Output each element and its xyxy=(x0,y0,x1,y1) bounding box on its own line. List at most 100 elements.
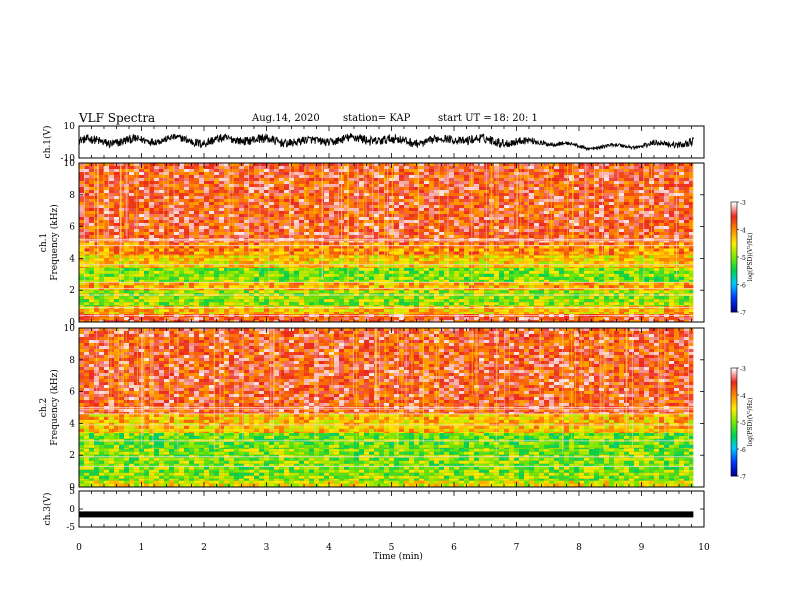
ch1-spectrogram-cell xyxy=(224,264,229,268)
ch1-spectrogram-cell xyxy=(439,279,444,283)
ch1-spectrogram-cell xyxy=(104,178,109,181)
ch1-spectrogram-cell xyxy=(479,169,484,172)
ch1-spectrogram-cell xyxy=(259,290,264,294)
ch1-spectrogram-cell xyxy=(609,242,614,246)
ch1-spectrogram-cell xyxy=(174,320,179,322)
ch1-spectrogram-cell xyxy=(579,270,584,274)
ch1-spectrogram-cell xyxy=(374,285,379,289)
ch1-spectrogram-cell xyxy=(659,273,664,277)
ch1-spectrogram-cell xyxy=(274,169,279,172)
ch1-spectrogram-cell xyxy=(344,169,349,172)
ch1-spectrogram-cell xyxy=(504,288,509,291)
ch1-spectrogram-cell xyxy=(474,299,479,303)
ch1-spectrogram-cell xyxy=(544,302,549,306)
ch1-spectrogram-cell xyxy=(419,302,424,306)
ch1-spectrogram-cell xyxy=(499,276,504,280)
ch1-spectrogram-cell xyxy=(209,296,214,300)
ch1-spectrogram-cell xyxy=(479,296,484,300)
ch1-spectrogram-cell xyxy=(534,251,539,255)
ch1-spectrogram-cell xyxy=(589,312,594,314)
ch1-spectrogram-cell xyxy=(414,254,419,256)
ch1-spectrogram-cell xyxy=(584,245,589,249)
ch1-spectrogram-cell xyxy=(169,187,174,190)
ch1-spectrogram-cell xyxy=(669,267,674,268)
ch1-spectrogram-cell xyxy=(594,309,599,313)
ch1-spectrogram-cell xyxy=(519,258,524,262)
ch1-spectrogram-cell xyxy=(509,261,514,265)
ch1-spectrogram-cell xyxy=(79,163,84,166)
ch1-spectrogram-cell xyxy=(519,267,524,271)
ch1-spectrogram-cell xyxy=(399,187,404,190)
ch1-spectrogram-cell xyxy=(529,267,534,271)
ch1-spectrogram-cell xyxy=(459,285,464,289)
ch1-spectrogram-cell xyxy=(309,290,314,294)
ch1-spectrogram-cell xyxy=(584,276,589,280)
ch1-spectrogram-cell xyxy=(574,299,579,303)
ch1-spectrogram-cell xyxy=(519,305,524,307)
ch1-spectrogram-cell xyxy=(159,267,164,268)
ch1-spectrogram-cell xyxy=(119,288,124,291)
ch1-spectrogram-cell xyxy=(84,270,89,274)
ch1-spectrogram-cell xyxy=(629,242,634,246)
ch1-spectrogram-cell xyxy=(209,258,214,262)
ch1-spectrogram-cell xyxy=(594,296,599,300)
ch1-spectrogram-cell xyxy=(94,187,99,190)
ch1-spectrogram-cell xyxy=(519,254,524,256)
ch1-spectrogram-cell xyxy=(519,166,524,169)
ch1-spectrogram-cell xyxy=(554,282,559,286)
ch1-spectrogram-cell xyxy=(209,299,214,303)
ch1-spectrogram-cell xyxy=(139,290,144,294)
ch1-spectrogram-cell xyxy=(639,251,644,255)
ch1-spectrogram-cell xyxy=(304,305,309,307)
ch1-spectrogram-cell xyxy=(264,172,269,175)
ch1-spectrogram-cell xyxy=(409,267,414,271)
ch1-spectrogram-cell xyxy=(399,163,404,166)
ch1-spectrogram-cell xyxy=(429,288,434,291)
ch1-spectrogram-cell xyxy=(614,181,619,184)
ch1-spectrogram-cell xyxy=(274,279,279,283)
ch1-spectrogram-cell xyxy=(179,166,184,169)
ch1-spectrogram-cell xyxy=(334,248,339,252)
ch1-spectrogram-cell xyxy=(404,178,409,181)
ch1-spectrogram-cell xyxy=(354,248,359,252)
ch1-spectrogram-cell xyxy=(224,312,229,314)
ch1-spectrogram-cell xyxy=(294,178,299,181)
ch1-spectrogram-cell xyxy=(369,296,374,300)
ch1-spectrogram-cell xyxy=(454,175,459,178)
ch1-spectrogram-cell xyxy=(279,296,284,300)
ch1-spectrogram-cell xyxy=(109,245,114,249)
ch1-spectrogram-cell xyxy=(474,279,479,283)
ch1-spectrogram-cell xyxy=(644,251,649,255)
ch1-spectrogram-cell xyxy=(84,302,89,306)
ch1-spectrogram-cell xyxy=(279,248,284,252)
ch1-spectrogram-cell xyxy=(114,169,119,172)
ch1-spectrogram-cell xyxy=(374,299,379,303)
ch1-spectrogram-cell xyxy=(204,299,209,303)
ch1-spectrogram-cell xyxy=(104,299,109,303)
ch1-spectrogram-cell xyxy=(334,184,339,187)
ch1-spectrogram-cell xyxy=(84,248,89,252)
ch1-spectrogram-cell xyxy=(354,181,359,184)
ch1-spectrogram-cell xyxy=(634,175,639,178)
ch1-spectrogram-cell xyxy=(119,320,124,322)
ch1-spectrogram-cell xyxy=(229,172,234,175)
ch1-spectrogram-cell xyxy=(144,178,149,181)
ch1-spectrogram-cell xyxy=(459,296,464,300)
ch1-spectrogram-cell xyxy=(499,172,504,175)
ch1-spectrogram-cell xyxy=(284,181,289,184)
ch1-spectrogram-cell xyxy=(94,169,99,172)
ch1-spectrogram-cell xyxy=(604,267,609,271)
ch1-spectrogram-cell xyxy=(679,163,684,166)
ch1-spectrogram-cell xyxy=(189,317,194,321)
ch1-spectrogram-cell xyxy=(149,282,154,286)
ch1-spectrogram-cell xyxy=(459,261,464,265)
ch1-spectrogram-cell xyxy=(344,288,349,291)
ch1-spectrogram-cell xyxy=(619,264,624,268)
ch1-spectrogram-cell xyxy=(94,255,99,259)
ch1-spectrogram-cell xyxy=(384,267,389,268)
ch1-spectrogram-cell xyxy=(369,175,374,178)
ch1-spectrogram-cell xyxy=(599,320,604,322)
ch1-spectrogram-cell xyxy=(654,172,659,175)
ch1-spectrogram-cell xyxy=(324,166,329,169)
ch1-spectrogram-cell xyxy=(249,169,254,172)
